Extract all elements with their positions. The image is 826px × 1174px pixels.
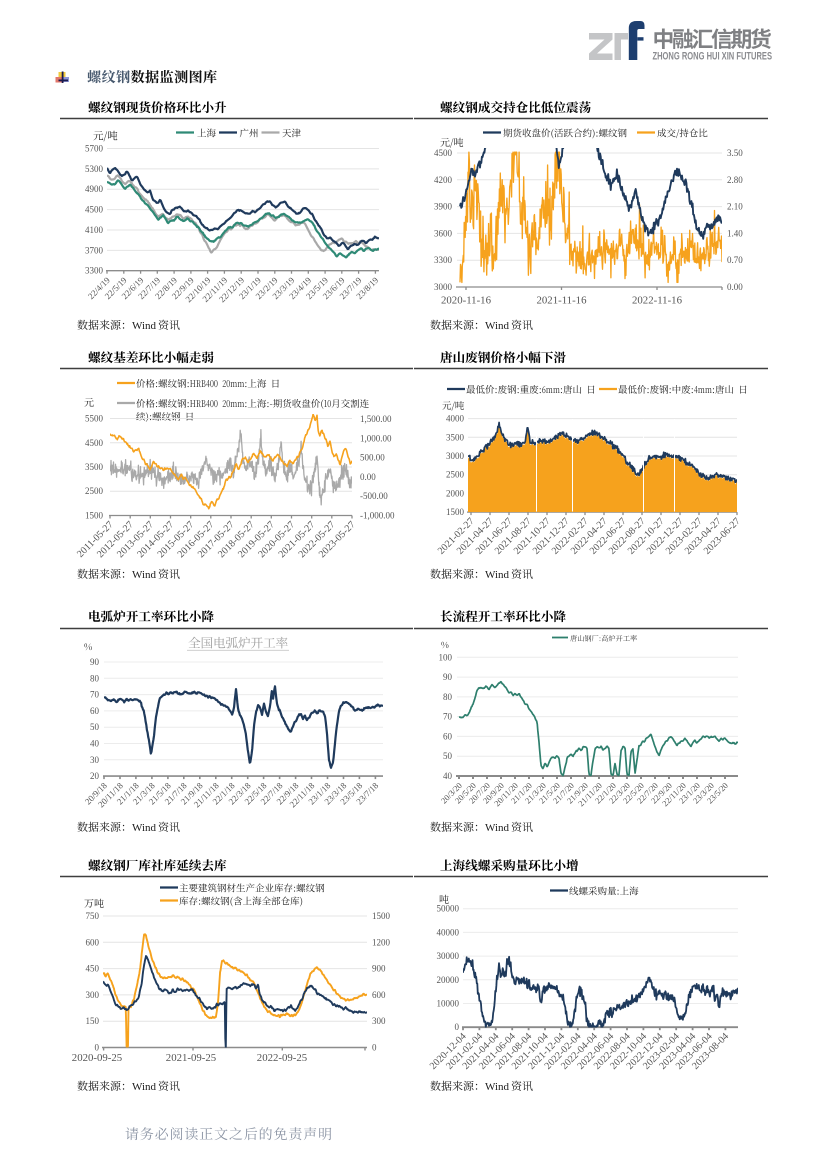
svg-text:30: 30: [90, 755, 100, 765]
svg-text:2022-09-25: 2022-09-25: [257, 1052, 307, 1064]
svg-text:2021-09-25: 2021-09-25: [166, 1052, 216, 1064]
svg-text:2022-11-16: 2022-11-16: [632, 295, 683, 307]
svg-text:1200: 1200: [372, 937, 391, 947]
svg-text:60: 60: [443, 731, 453, 741]
svg-text:1,000.00: 1,000.00: [360, 433, 392, 443]
svg-text:Wind: Wind: [485, 1081, 509, 1093]
svg-text:1500: 1500: [85, 511, 104, 521]
svg-text:3000: 3000: [434, 282, 453, 292]
svg-text:20000: 20000: [437, 975, 460, 985]
svg-text:40: 40: [443, 771, 453, 781]
svg-text:70: 70: [443, 712, 453, 722]
svg-text:5700: 5700: [85, 144, 104, 154]
svg-text:5500: 5500: [85, 414, 104, 424]
svg-text:40: 40: [90, 739, 100, 749]
svg-text:600: 600: [86, 937, 100, 947]
svg-text:0.00: 0.00: [360, 472, 376, 482]
svg-text:1500: 1500: [446, 507, 465, 517]
svg-text:0.70: 0.70: [727, 255, 743, 265]
svg-text:5300: 5300: [85, 164, 104, 174]
svg-text:0.00: 0.00: [727, 282, 743, 292]
svg-text:Wind: Wind: [132, 822, 156, 834]
svg-text:-500.00: -500.00: [360, 491, 388, 501]
svg-text:Wind: Wind: [132, 320, 156, 332]
svg-text:50: 50: [90, 722, 100, 732]
svg-text:2500: 2500: [85, 486, 104, 496]
svg-text:2000: 2000: [446, 488, 465, 498]
svg-text:1,500.00: 1,500.00: [360, 414, 392, 424]
svg-text:-1,000.00: -1,000.00: [360, 511, 395, 521]
svg-text:90: 90: [90, 657, 100, 667]
svg-text:1.40: 1.40: [727, 228, 743, 238]
svg-text:300: 300: [372, 1016, 386, 1026]
svg-text:Wind: Wind: [485, 822, 509, 834]
svg-text:450: 450: [86, 964, 100, 974]
svg-text:40000: 40000: [437, 927, 460, 937]
svg-text:Wind: Wind: [132, 569, 156, 581]
svg-text:2020-09-25: 2020-09-25: [72, 1052, 122, 1064]
svg-text:2.10: 2.10: [727, 202, 743, 212]
svg-text:4100: 4100: [85, 225, 104, 235]
svg-text:3600: 3600: [434, 228, 453, 238]
svg-text:0: 0: [372, 1043, 377, 1053]
svg-text:4200: 4200: [434, 175, 453, 185]
svg-text:3700: 3700: [85, 245, 104, 255]
svg-text:3.50: 3.50: [727, 148, 743, 158]
svg-text:500.00: 500.00: [360, 453, 385, 463]
svg-text:ZHONG RONG HUI XIN FUTURES: ZHONG RONG HUI XIN FUTURES: [653, 50, 773, 62]
svg-text:1500: 1500: [372, 911, 391, 921]
svg-text:150: 150: [86, 1016, 100, 1026]
svg-text:10000: 10000: [437, 999, 460, 1009]
svg-text:Wind: Wind: [485, 320, 509, 332]
svg-text:4500: 4500: [85, 205, 104, 215]
svg-text:3300: 3300: [85, 266, 104, 276]
svg-text:750: 750: [86, 911, 100, 921]
svg-text:90: 90: [443, 672, 453, 682]
svg-text:300: 300: [86, 990, 100, 1000]
svg-text:600: 600: [372, 990, 386, 1000]
svg-text:3000: 3000: [446, 451, 465, 461]
svg-text:2.80: 2.80: [727, 175, 743, 185]
svg-text:0: 0: [95, 1043, 100, 1053]
svg-text:30000: 30000: [437, 951, 460, 961]
svg-text:4500: 4500: [85, 438, 104, 448]
svg-text:20: 20: [90, 771, 100, 781]
svg-text:3500: 3500: [446, 432, 465, 442]
svg-text:70: 70: [90, 690, 100, 700]
svg-text:4000: 4000: [446, 414, 465, 424]
svg-text:2021-11-16: 2021-11-16: [537, 295, 588, 307]
svg-text:0: 0: [455, 1022, 460, 1032]
svg-text:50000: 50000: [437, 904, 460, 914]
svg-text:4900: 4900: [85, 184, 104, 194]
svg-text:Wind: Wind: [485, 569, 509, 581]
svg-text:2020-11-16: 2020-11-16: [441, 295, 492, 307]
svg-text:100: 100: [439, 652, 453, 662]
svg-text:80: 80: [90, 673, 100, 683]
svg-text:4500: 4500: [434, 148, 453, 158]
svg-text:900: 900: [372, 964, 386, 974]
svg-text:3900: 3900: [434, 202, 453, 212]
svg-text:2500: 2500: [446, 470, 465, 480]
svg-text:50: 50: [443, 751, 453, 761]
svg-text:3500: 3500: [85, 462, 104, 472]
svg-text:80: 80: [443, 692, 453, 702]
svg-text:60: 60: [90, 706, 100, 716]
svg-text:3300: 3300: [434, 255, 453, 265]
svg-text:Wind: Wind: [132, 1081, 156, 1093]
